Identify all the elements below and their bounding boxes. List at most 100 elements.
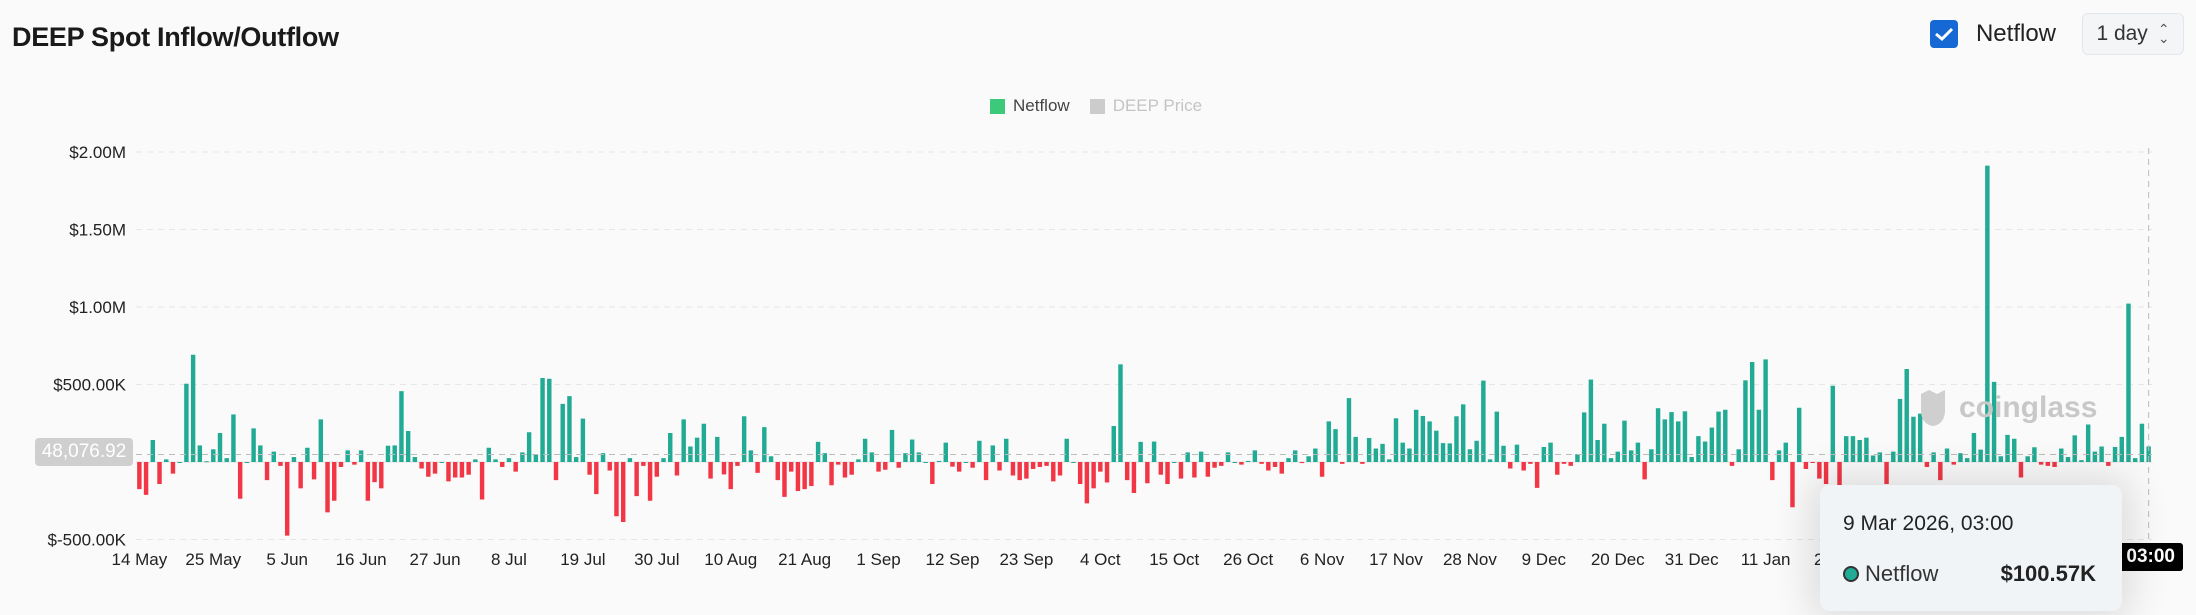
chart-legend: Netflow DEEP Price — [990, 96, 1222, 116]
netflow-checkbox[interactable] — [1929, 20, 1958, 48]
y-tick-label: $-500.00K — [48, 531, 127, 550]
netflow-bar — [150, 439, 156, 462]
netflow-bar — [661, 458, 666, 462]
netflow-bar — [1340, 462, 1345, 464]
netflow-bar — [2079, 460, 2084, 462]
netflow-bar — [829, 462, 834, 486]
netflow-bar — [244, 462, 250, 463]
netflow-bar — [1709, 427, 1715, 462]
netflow-bar — [284, 462, 290, 536]
netflow-bar — [1655, 408, 1661, 462]
legend-item-deep-price[interactable]: DEEP Price — [1089, 96, 1202, 116]
netflow-bar — [728, 462, 733, 490]
chevron-up-down-icon: ⌃ ⌄ — [2157, 21, 2170, 46]
netflow-bar — [1615, 451, 1620, 462]
tooltip-date: 9 Mar 2026, 03:00 — [1843, 512, 2014, 535]
netflow-bar — [1057, 462, 1063, 476]
netflow-bar — [1010, 462, 1016, 476]
netflow-bar — [1131, 462, 1137, 493]
netflow-bar — [956, 462, 962, 472]
netflow-bar — [1723, 409, 1728, 462]
netflow-bar — [197, 445, 203, 462]
netflow-bar — [1474, 440, 1479, 462]
netflow-bar — [338, 462, 344, 467]
netflow-bar — [1541, 446, 1547, 462]
netflow-bar — [426, 462, 431, 477]
netflow-bar — [802, 462, 807, 490]
legend-swatch-deep-price — [1089, 98, 1105, 114]
netflow-bar — [1561, 462, 1567, 464]
netflow-bar — [1145, 462, 1150, 484]
netflow-bar — [1850, 436, 1856, 462]
netflow-bar — [1299, 462, 1305, 464]
netflow-bar — [1313, 448, 1318, 462]
netflow-bar — [1917, 413, 1923, 462]
netflow-bar — [2112, 446, 2118, 462]
netflow-bar — [237, 462, 243, 499]
netflow-bar — [782, 462, 787, 497]
netflow-bar — [271, 451, 276, 462]
netflow-bar — [748, 450, 754, 462]
netflow-bar — [2146, 446, 2151, 462]
netflow-bar — [164, 459, 169, 462]
netflow-bar — [1004, 438, 1009, 462]
netflow-bar — [1978, 449, 1983, 462]
netflow-bar — [2005, 434, 2010, 462]
netflow-bar — [379, 462, 384, 489]
netflow-bar — [1770, 462, 1775, 481]
x-tick-label: 12 Sep — [926, 550, 980, 569]
netflow-bar — [573, 457, 579, 462]
netflow-bar — [560, 403, 565, 462]
netflow-bar — [547, 378, 552, 462]
netflow-bar — [1938, 462, 1943, 481]
netflow-bar — [1991, 381, 1997, 462]
netflow-bar — [1178, 462, 1184, 479]
netflow-bar — [936, 460, 942, 462]
netflow-bar — [1460, 404, 1466, 462]
netflow-bar — [1622, 420, 1627, 462]
netflow-bar — [211, 449, 216, 462]
netflow-bar — [1239, 462, 1244, 465]
netflow-bar — [1030, 462, 1036, 469]
netflow-bar — [1548, 442, 1553, 462]
netflow-bar — [157, 462, 162, 485]
netflow-bar — [1931, 452, 1936, 462]
netflow-bar — [762, 427, 767, 462]
netflow-bar — [654, 462, 660, 477]
netflow-bar — [2099, 446, 2104, 462]
netflow-bar — [1817, 462, 1822, 479]
netflow-bar — [533, 454, 539, 462]
netflow-bar — [2132, 458, 2138, 462]
netflow-bar — [2025, 456, 2030, 462]
netflow-bar — [1487, 459, 1493, 462]
netflow-bar — [500, 462, 505, 467]
x-tick-label: 25 May — [185, 550, 241, 569]
x-tick-label: 31 Dec — [1665, 550, 1719, 569]
netflow-bar — [869, 452, 875, 462]
netflow-bar — [405, 431, 411, 462]
legend-swatch-netflow — [990, 98, 1005, 114]
netflow-bar — [1649, 449, 1654, 462]
legend-item-netflow[interactable]: Netflow — [990, 96, 1070, 116]
netflow-bar — [2038, 462, 2044, 465]
netflow-bar — [1413, 409, 1419, 462]
netflow-bar — [1064, 438, 1069, 462]
x-tick-label: 21 Aug — [778, 550, 831, 569]
netflow-bar — [1857, 439, 1862, 462]
netflow-bar — [963, 462, 969, 463]
netflow-bar — [1427, 421, 1432, 462]
watermark-text: coinglass — [1959, 391, 2098, 424]
netflow-bar — [177, 462, 182, 463]
netflow-bar — [1071, 462, 1076, 463]
x-tick-label: 11 Jan — [1741, 550, 1791, 569]
interval-select[interactable]: 1 day ⌃ ⌄ — [2082, 13, 2184, 55]
netflow-checkbox-label[interactable]: Netflow — [1975, 20, 2056, 47]
netflow-bar — [715, 436, 720, 462]
netflow-bar — [1602, 423, 1607, 462]
netflow-bar — [1124, 462, 1130, 481]
netflow-bar — [1729, 462, 1735, 466]
netflow-bar — [1494, 411, 1500, 462]
netflow-bar — [970, 462, 975, 468]
netflow-bar — [1958, 453, 1963, 462]
